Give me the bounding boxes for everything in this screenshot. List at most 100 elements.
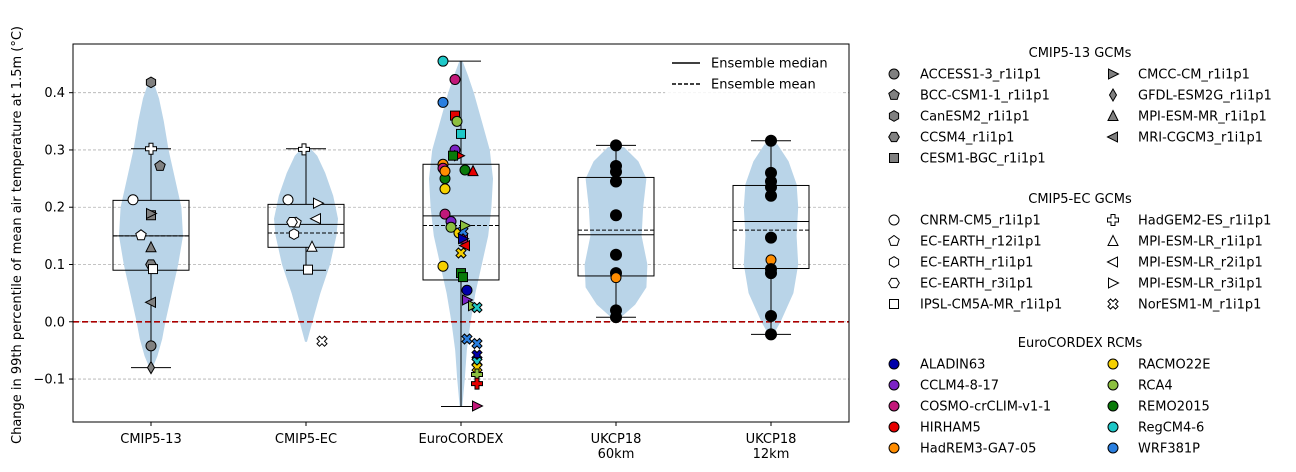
- x-tick-label: 60km: [598, 447, 635, 462]
- legend-marker: [1107, 109, 1119, 121]
- legend-entry-label: HIRHAM5: [920, 421, 981, 436]
- data-point: [145, 340, 157, 352]
- legend-marker: [889, 153, 899, 163]
- data-point: [135, 229, 147, 241]
- data-point: [765, 134, 777, 147]
- legend-marker: [1107, 298, 1119, 310]
- legend-marker: [1107, 379, 1119, 391]
- legend-group-title: CMIP5-EC GCMs: [1028, 192, 1132, 207]
- x-tick-label: UKCP18: [746, 432, 797, 447]
- data-point: [455, 247, 467, 259]
- data-point: [610, 248, 622, 261]
- legend-entry-label: BCC-CSM1-1_r1i1p1: [920, 89, 1050, 104]
- legend-entry-label: RCA4: [1138, 379, 1173, 394]
- data-point: [145, 76, 157, 89]
- legend-marker: [888, 68, 900, 80]
- x-tick-label: UKCP18: [591, 432, 642, 447]
- data-point: [765, 328, 777, 341]
- legend-entry-label: IPSL-CM5A-MR_r1i1p1: [920, 298, 1062, 313]
- legend-entry-label: NorESM1-M_r1i1p1: [1138, 298, 1261, 313]
- model-legend: CMIP5-13 GCMs ACCESS1-3_r1i1p1 BCC-CSM1-1_…: [888, 46, 1272, 457]
- data-point: [458, 232, 470, 245]
- data-point: [449, 74, 461, 86]
- legend-entry-label: REMO2015: [1138, 400, 1210, 415]
- legend-entry-label: CCSM4_r1i1p1: [920, 131, 1014, 146]
- x-tick-label: CMIP5-13: [120, 432, 181, 447]
- x-tick-label: EuroCORDEX: [419, 432, 504, 447]
- legend-entry-label: MPI-ESM-LR_r1i1p1: [1138, 235, 1263, 250]
- data-point: [437, 55, 449, 67]
- legend-marker: [888, 400, 900, 412]
- x-tick-label: 12km: [753, 447, 790, 462]
- data-point: [472, 400, 484, 412]
- data-point: [458, 272, 468, 283]
- ensemble-legend: Ensemble median Ensemble mean: [665, 50, 843, 96]
- legend-group-title: CMIP5-13 GCMs: [1029, 46, 1132, 61]
- data-point: [445, 221, 457, 233]
- data-point: [286, 217, 298, 228]
- ensemble-legend-box: [665, 50, 843, 96]
- legend-marker: [888, 88, 900, 100]
- data-point: [458, 239, 470, 252]
- legend-entry-label: RACMO22E: [1138, 358, 1210, 373]
- data-point: [471, 377, 483, 390]
- box-cmip5-ec: [267, 148, 345, 271]
- data-point: [460, 219, 472, 232]
- data-point: [462, 294, 474, 306]
- legend-marker: [888, 234, 900, 246]
- y-tick-label: 0.0: [44, 315, 65, 330]
- legend-entry-label: HadREM3-GA7-05: [920, 442, 1036, 457]
- data-point: [144, 296, 156, 309]
- legend-entry-label: RegCM4-6: [1138, 421, 1204, 436]
- legend-marker: [888, 110, 900, 122]
- legend-marker: [1107, 358, 1119, 370]
- violin-cmip5-13: [119, 84, 183, 368]
- y-axis-label: Change in 99th percentile of mean air te…: [10, 26, 25, 444]
- legend-marker: [889, 299, 899, 309]
- legend-marker: [888, 358, 900, 370]
- legend-label: Ensemble mean: [711, 78, 816, 93]
- data-point: [439, 208, 451, 220]
- x-axis: CMIP5-13 CMIP5-EC EuroCORDEX UKCP1860kmUKCP…: [120, 422, 796, 462]
- legend-entry-label: ACCESS1-3_r1i1p1: [920, 68, 1041, 83]
- data-point: [306, 240, 318, 252]
- data-point: [467, 164, 479, 177]
- data-point: [610, 272, 622, 284]
- data-point: [127, 194, 139, 206]
- data-point: [765, 231, 777, 244]
- data-point: [439, 183, 451, 195]
- legend-entry-label: MPI-ESM-LR_r3i1p1: [1138, 277, 1263, 292]
- legend-entry-label: HadGEM2-ES_r1i1p1: [1138, 214, 1271, 229]
- legend-entry-label: CanESM2_r1i1p1: [920, 110, 1030, 125]
- legend-marker: [888, 131, 900, 143]
- legend-label: Ensemble median: [711, 57, 828, 72]
- legend-marker: [1106, 256, 1118, 268]
- y-tick-label: 0.4: [44, 86, 65, 101]
- legend-marker: [888, 256, 900, 268]
- legend-entry-label: ALADIN63: [920, 358, 985, 373]
- legend-marker: [1107, 214, 1119, 226]
- data-point: [471, 301, 483, 314]
- y-axis: −0.1 0.0 0.1 0.2 0.3 0.4: [33, 86, 73, 388]
- data-point: [459, 164, 471, 176]
- y-tick-label: −0.1: [33, 373, 65, 388]
- data-point: [154, 159, 166, 171]
- legend-marker: [888, 379, 900, 391]
- data-point: [146, 207, 158, 220]
- legend-entry-label: GFDL-ESM2G_r1i1p1: [1138, 89, 1272, 104]
- legend-marker: [1106, 131, 1118, 143]
- data-point: [451, 115, 463, 127]
- data-point: [303, 264, 313, 275]
- legend-marker: [1107, 421, 1119, 433]
- legend-entry-label: MPI-ESM-LR_r2i1p1: [1138, 256, 1263, 271]
- legend-marker: [888, 214, 900, 226]
- legend-entry-label: EC-EARTH_r12i1p1: [920, 235, 1042, 250]
- data-point: [765, 189, 777, 202]
- data-point: [471, 337, 483, 350]
- data-point: [461, 333, 473, 345]
- legend-entry-label: MPI-ESM-MR_r1i1p1: [1138, 110, 1267, 125]
- box-plots: [112, 60, 810, 408]
- model-points: [127, 55, 777, 412]
- data-point: [316, 335, 328, 347]
